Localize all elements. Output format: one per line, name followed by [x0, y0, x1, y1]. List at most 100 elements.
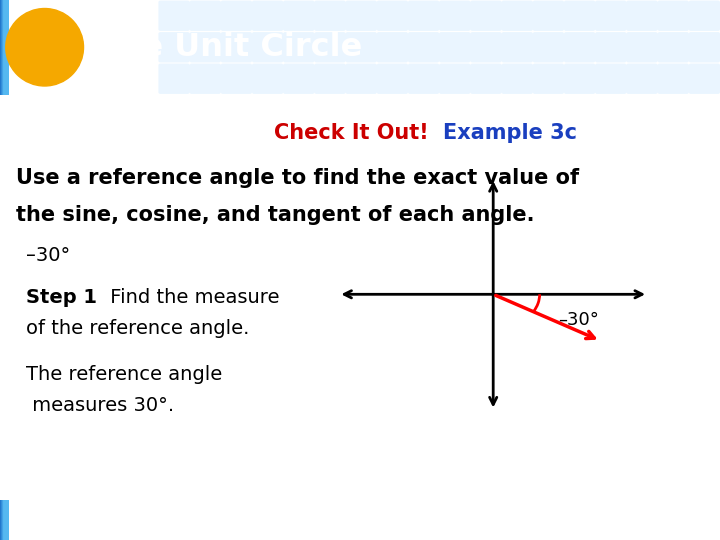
Bar	[4, 0, 9, 94]
Bar	[2, 0, 7, 94]
Bar	[2, 0, 7, 94]
Bar	[2, 500, 7, 540]
Bar	[1, 0, 6, 94]
Bar	[1, 500, 6, 540]
FancyBboxPatch shape	[626, 32, 657, 63]
Bar	[2, 0, 7, 94]
Bar	[0, 500, 5, 540]
Bar	[3, 0, 8, 94]
Bar	[2, 500, 7, 540]
Bar	[3, 500, 8, 540]
Bar	[1, 500, 6, 540]
Bar	[1, 0, 6, 94]
Bar	[1, 500, 6, 540]
Bar	[0, 0, 5, 94]
Bar	[0, 0, 5, 94]
Bar	[1, 500, 6, 540]
FancyBboxPatch shape	[283, 1, 315, 31]
Bar	[3, 0, 8, 94]
Bar	[1, 500, 6, 540]
Bar	[1, 500, 6, 540]
Bar	[1, 500, 6, 540]
Bar	[2, 500, 7, 540]
Bar	[1, 0, 6, 94]
Bar	[1, 500, 6, 540]
FancyBboxPatch shape	[470, 32, 502, 63]
Bar	[3, 0, 8, 94]
Bar	[2, 500, 7, 540]
Bar	[1, 500, 6, 540]
FancyBboxPatch shape	[533, 64, 564, 94]
Bar	[2, 0, 7, 94]
Bar	[2, 0, 7, 94]
Bar	[1, 0, 6, 94]
Bar	[1, 500, 6, 540]
Bar	[1, 0, 6, 94]
FancyBboxPatch shape	[657, 1, 689, 31]
Bar	[3, 0, 8, 94]
Bar	[1, 500, 6, 540]
FancyBboxPatch shape	[158, 1, 189, 31]
Bar	[1, 500, 6, 540]
FancyBboxPatch shape	[533, 1, 564, 31]
Bar	[3, 500, 8, 540]
Bar	[4, 0, 9, 94]
Bar	[1, 0, 6, 94]
Bar	[4, 0, 9, 94]
Bar	[3, 0, 8, 94]
Bar	[2, 500, 7, 540]
Bar	[1, 500, 6, 540]
Bar	[3, 500, 8, 540]
Bar	[4, 0, 9, 94]
Bar	[1, 0, 6, 94]
Bar	[3, 0, 8, 94]
FancyBboxPatch shape	[502, 1, 533, 31]
Bar	[4, 500, 9, 540]
Bar	[1, 0, 6, 94]
Bar	[4, 500, 9, 540]
Bar	[4, 0, 9, 94]
Bar	[3, 0, 8, 94]
Bar	[1, 0, 6, 94]
Bar	[0, 500, 6, 540]
Bar	[1, 0, 6, 94]
FancyBboxPatch shape	[377, 32, 408, 63]
Bar	[1, 0, 6, 94]
Bar	[2, 0, 7, 94]
Bar	[1, 500, 6, 540]
Bar	[2, 500, 7, 540]
Bar	[3, 500, 8, 540]
Bar	[1, 0, 6, 94]
Bar	[1, 500, 6, 540]
Bar	[3, 0, 8, 94]
Bar	[1, 0, 6, 94]
Bar	[1, 0, 6, 94]
Bar	[3, 0, 8, 94]
Text: Example 3c: Example 3c	[443, 123, 577, 144]
Bar	[3, 0, 8, 94]
Bar	[1, 500, 6, 540]
Bar	[1, 0, 6, 94]
Bar	[2, 500, 7, 540]
Bar	[1, 500, 6, 540]
FancyBboxPatch shape	[470, 64, 502, 94]
Bar	[1, 0, 6, 94]
Bar	[1, 500, 6, 540]
Bar	[2, 500, 7, 540]
Text: Step 1: Step 1	[26, 288, 97, 307]
Ellipse shape	[6, 9, 84, 86]
Bar	[3, 500, 8, 540]
Bar	[4, 500, 9, 540]
Bar	[1, 0, 7, 94]
Bar	[2, 0, 7, 94]
Bar	[1, 500, 6, 540]
Bar	[1, 0, 6, 94]
Bar	[4, 0, 9, 94]
Bar	[4, 0, 9, 94]
Bar	[3, 0, 8, 94]
Bar	[1, 500, 6, 540]
Bar	[2, 0, 7, 94]
Bar	[2, 500, 7, 540]
Bar	[2, 0, 7, 94]
Bar	[0, 500, 5, 540]
